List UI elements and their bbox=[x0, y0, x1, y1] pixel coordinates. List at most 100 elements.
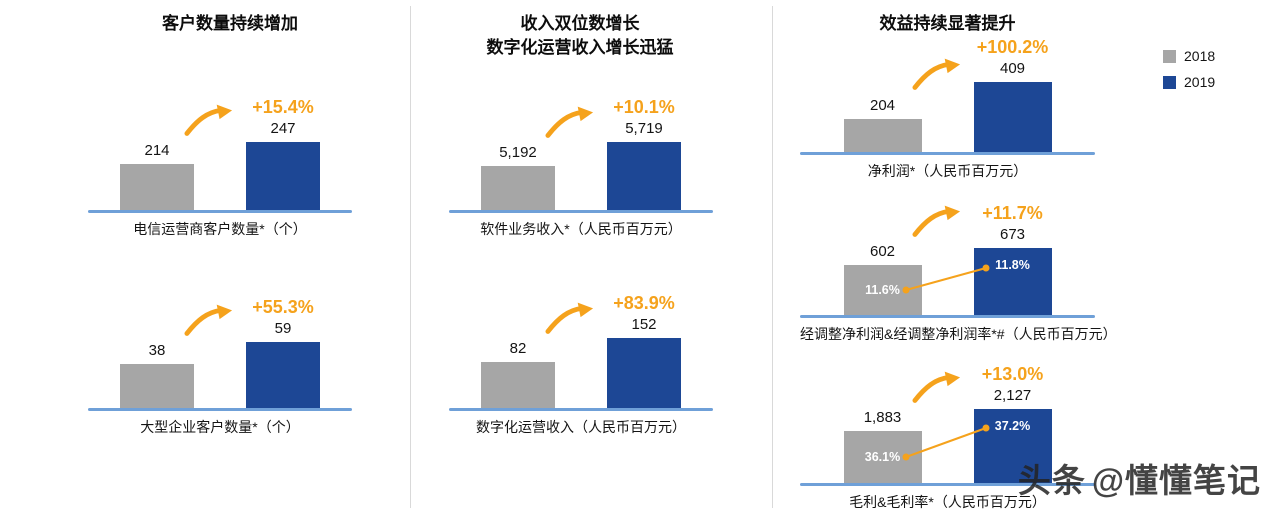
chart-software-revenue: 5,192 +10.1% 5,719 软件业务收入*（人民币百万元） bbox=[449, 97, 713, 238]
bar-value-2019: 5,719 bbox=[625, 120, 663, 137]
axis-baseline bbox=[449, 210, 713, 213]
bar-2018 bbox=[843, 119, 922, 152]
axis-baseline bbox=[88, 210, 352, 213]
legend-item-2018: 2018 bbox=[1163, 48, 1215, 64]
change-percent-label: +55.3% bbox=[252, 297, 314, 317]
plot-area: 38 +55.3% 59 bbox=[88, 296, 352, 408]
watermark-brand: 头条 bbox=[1017, 462, 1086, 499]
change-percent-label: +15.4% bbox=[252, 97, 314, 117]
legend-swatch-2018 bbox=[1163, 49, 1176, 63]
bar-group-2018: 38 bbox=[120, 341, 194, 408]
axis-baseline bbox=[449, 408, 713, 411]
legend-label-2019: 2019 bbox=[1184, 74, 1216, 90]
bar-2018: 11.6% bbox=[843, 265, 922, 315]
legend-item-2019: 2019 bbox=[1163, 74, 1215, 90]
growth-arrow-icon bbox=[184, 304, 233, 336]
growth-arrow-icon bbox=[912, 58, 961, 90]
column-title-revenue: 收入双位数增长 数字化运营收入增长迅猛 bbox=[420, 12, 740, 60]
chart-net-profit: 204 +100.2% 409 净利润*（人民币百万元） bbox=[800, 37, 1095, 180]
bar-group-2018: 5,192 bbox=[481, 143, 555, 210]
bar-group-2019: +11.7% 673 11.8% bbox=[973, 203, 1052, 315]
axis-baseline bbox=[800, 315, 1095, 318]
column-title-customers: 客户数量持续增加 bbox=[70, 12, 390, 36]
bar-value-2019: 247 bbox=[270, 120, 296, 137]
bar-group-2018: 204 bbox=[843, 96, 922, 152]
bar-2018 bbox=[481, 362, 555, 408]
chart-adjusted-net-profit: 602 11.6% +11.7% 673 11.8% bbox=[800, 203, 1117, 343]
bar-group-2018: 1,883 36.1% bbox=[843, 408, 922, 483]
axis-baseline bbox=[800, 483, 1095, 486]
growth-arrow-icon bbox=[912, 205, 961, 237]
bar-group-2019: +15.4% 247 bbox=[246, 97, 320, 210]
margin-rate-2019: 37.2% bbox=[994, 419, 1031, 433]
bar-value-2019: 152 bbox=[631, 316, 657, 333]
chart-caption: 净利润*（人民币百万元） bbox=[867, 163, 1028, 179]
chart-caption: 经调整净利润&经调整净利润率*#（人民币百万元） bbox=[800, 326, 1117, 342]
bar-2019 bbox=[246, 342, 320, 408]
column-title-line: 效益持续显著提升 bbox=[879, 14, 1016, 33]
bar-value-2018: 82 bbox=[509, 340, 527, 357]
bar-value-2019: 2,127 bbox=[993, 387, 1032, 404]
chart-digital-revenue: 82 +83.9% 152 数字化运营收入（人民币百万元） bbox=[449, 293, 713, 436]
bar-value-2018: 602 bbox=[869, 243, 896, 260]
bar-2018: 36.1% bbox=[843, 431, 922, 483]
column-title-profitability: 效益持续显著提升 bbox=[800, 12, 1095, 36]
bar-group-2019: +13.0% 2,127 37.2% bbox=[973, 364, 1052, 483]
watermark: 头条 @懂懂笔记 bbox=[1018, 454, 1261, 502]
column-title-line: 客户数量持续增加 bbox=[162, 14, 298, 33]
growth-arrow-icon bbox=[184, 104, 233, 136]
bar-value-2018: 1,883 bbox=[863, 409, 902, 426]
chart-caption: 软件业务收入*（人民币百万元） bbox=[480, 221, 682, 237]
bar-group-2018: 214 bbox=[120, 141, 194, 210]
plot-area: 204 +100.2% 409 bbox=[800, 37, 1095, 152]
margin-rate-2018: 36.1% bbox=[864, 450, 901, 464]
watermark-handle: @懂懂笔记 bbox=[1091, 462, 1261, 499]
bar-group-2019: +100.2% 409 bbox=[973, 37, 1052, 152]
bar-2018 bbox=[120, 364, 194, 408]
legend: 2018 2019 bbox=[1163, 48, 1215, 90]
legend-swatch-2019 bbox=[1163, 75, 1176, 89]
bar-value-2018: 38 bbox=[148, 342, 166, 359]
chart-enterprise-customers: 38 +55.3% 59 大型企业客户数量*（个） bbox=[88, 296, 352, 436]
bar-group-2019: +83.9% 152 bbox=[607, 293, 681, 408]
change-percent-label: +11.7% bbox=[982, 203, 1043, 223]
axis-baseline bbox=[800, 152, 1095, 155]
column-title-line: 收入双位数增长 bbox=[520, 14, 640, 33]
bar-value-2019: 409 bbox=[999, 60, 1026, 77]
chart-caption: 电信运营商客户数量*（个） bbox=[133, 221, 307, 237]
bar-2019: 11.8% bbox=[973, 248, 1052, 315]
margin-rate-2019: 11.8% bbox=[995, 258, 1030, 272]
bar-group-2018: 602 11.6% bbox=[843, 242, 922, 315]
bar-value-2019: 673 bbox=[999, 226, 1026, 243]
bar-2019 bbox=[973, 82, 1052, 152]
margin-rate-2018: 11.6% bbox=[865, 283, 900, 297]
chart-telecom-customers: 214 +15.4% 247 电信运营商客户数量*（个） bbox=[88, 97, 352, 238]
bar-value-2018: 214 bbox=[144, 142, 170, 159]
bar-2019 bbox=[246, 142, 320, 210]
bar-2019: 37.2% bbox=[973, 409, 1052, 483]
bar-group-2018: 82 bbox=[481, 339, 555, 408]
bar-group-2019: +10.1% 5,719 bbox=[607, 97, 681, 210]
change-percent-label: +83.9% bbox=[613, 293, 675, 313]
bar-value-2019: 59 bbox=[274, 320, 292, 337]
legend-label-2018: 2018 bbox=[1184, 48, 1216, 64]
bar-value-2018: 5,192 bbox=[499, 144, 537, 161]
plot-area: 82 +83.9% 152 bbox=[449, 293, 713, 408]
plot-area: 602 11.6% +11.7% 673 11.8% bbox=[800, 203, 1095, 315]
bar-group-2019: +55.3% 59 bbox=[246, 297, 320, 408]
column-divider-2 bbox=[772, 6, 773, 508]
column-divider-1 bbox=[410, 6, 411, 508]
change-percent-label: +100.2% bbox=[976, 37, 1049, 57]
growth-arrow-icon bbox=[545, 302, 594, 334]
bar-2018 bbox=[120, 164, 194, 210]
chart-caption: 数字化运营收入（人民币百万元） bbox=[476, 419, 686, 435]
change-percent-label: +13.0% bbox=[981, 364, 1044, 384]
bar-2019 bbox=[607, 338, 681, 408]
column-title-line: 数字化运营收入增长迅猛 bbox=[486, 38, 674, 57]
bar-value-2018: 204 bbox=[869, 97, 896, 114]
bar-2019 bbox=[607, 142, 681, 210]
chart-caption: 大型企业客户数量*（个） bbox=[140, 419, 300, 435]
bar-2018 bbox=[481, 166, 555, 210]
change-percent-label: +10.1% bbox=[613, 97, 675, 117]
